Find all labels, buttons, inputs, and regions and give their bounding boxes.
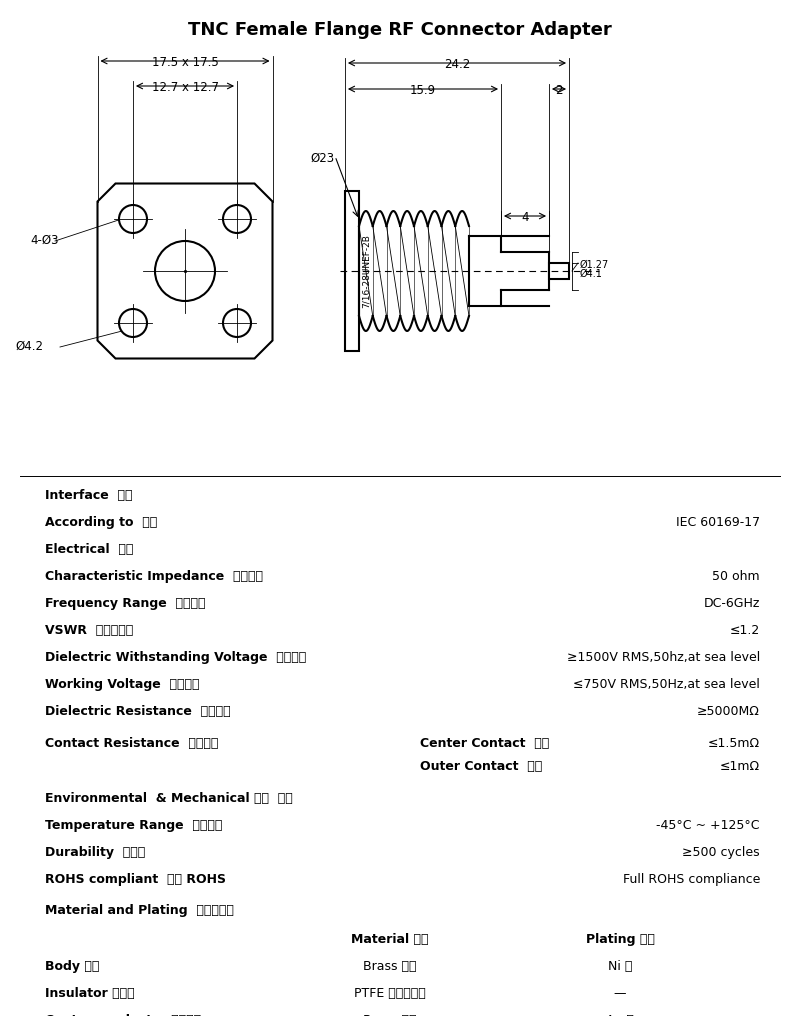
Bar [549,263,569,279]
Text: Outer Contact  外部: Outer Contact 外部 [420,760,542,773]
Text: Brass 黄铜: Brass 黄铜 [363,1014,417,1016]
Text: 4: 4 [522,211,529,224]
Text: Frequency Range  频率范围: Frequency Range 频率范围 [45,597,206,610]
Text: 7/16-28UNEF-2B: 7/16-28UNEF-2B [362,234,371,308]
Text: -45°C ~ +125°C: -45°C ~ +125°C [657,819,760,832]
Text: 50 ohm: 50 ohm [712,570,760,583]
Text: Working Voltage  工作电压: Working Voltage 工作电压 [45,678,199,691]
Text: Ø23: Ø23 [310,151,334,165]
Text: Temperature Range  温度范围: Temperature Range 温度范围 [45,819,222,832]
Circle shape [119,205,147,233]
Text: ≤1mΩ: ≤1mΩ [720,760,760,773]
Text: ≥5000MΩ: ≥5000MΩ [697,705,760,718]
Text: 2: 2 [555,84,562,97]
Text: Interface  界面: Interface 界面 [45,489,133,502]
Text: Center Contact  中心: Center Contact 中心 [420,737,550,750]
Circle shape [155,241,215,301]
Text: PTFE 聚四氟乙烯: PTFE 聚四氟乙烯 [354,987,426,1000]
Polygon shape [98,184,273,359]
Circle shape [119,309,147,337]
Text: Durability  耐久性: Durability 耐久性 [45,846,146,859]
Text: ≥500 cycles: ≥500 cycles [682,846,760,859]
Text: Contact Resistance  接触电阵: Contact Resistance 接触电阵 [45,737,218,750]
Text: Center conductor 中心导体: Center conductor 中心导体 [45,1014,201,1016]
Text: Material and Plating  材料及涂阔: Material and Plating 材料及涂阔 [45,904,234,917]
Bar [345,191,359,351]
Circle shape [223,205,251,233]
Text: Brass 黄铜: Brass 黄铜 [363,960,417,973]
Text: 12.7 x 12.7: 12.7 x 12.7 [151,81,218,94]
Text: 15.9: 15.9 [410,84,436,97]
Text: DC-6GHz: DC-6GHz [704,597,760,610]
Text: ≥1500V RMS,50hz,at sea level: ≥1500V RMS,50hz,at sea level [566,651,760,664]
Text: Au 金: Au 金 [606,1014,634,1016]
Text: Body 壳体: Body 壳体 [45,960,99,973]
Text: Ni 镖: Ni 镖 [608,960,632,973]
Text: Material 材料: Material 材料 [351,933,429,946]
Text: ROHS compliant  符合 ROHS: ROHS compliant 符合 ROHS [45,873,226,886]
Text: TNC Female Flange RF Connector Adapter: TNC Female Flange RF Connector Adapter [188,21,612,39]
Text: Plating 电阔: Plating 电阔 [586,933,654,946]
Text: Dielectric Resistance  介电常数: Dielectric Resistance 介电常数 [45,705,230,718]
Text: Ø1.27: Ø1.27 [580,260,610,269]
Text: 24.2: 24.2 [444,58,470,71]
Text: Electrical  电气: Electrical 电气 [45,543,134,556]
Text: 17.5 x 17.5: 17.5 x 17.5 [152,56,218,69]
Text: Environmental  & Mechanical 机械  环境: Environmental & Mechanical 机械 环境 [45,792,293,805]
Text: 4-Ø3: 4-Ø3 [30,234,58,247]
Text: ≤750V RMS,50Hz,at sea level: ≤750V RMS,50Hz,at sea level [573,678,760,691]
Text: Characteristic Impedance  特性阱抗: Characteristic Impedance 特性阱抗 [45,570,263,583]
Text: Full ROHS compliance: Full ROHS compliance [622,873,760,886]
Text: According to  根据: According to 根据 [45,516,158,529]
Text: Ø4.1: Ø4.1 [580,268,603,278]
Text: —: — [614,987,626,1000]
Text: VSWR  电压驻波比: VSWR 电压驻波比 [45,624,134,637]
Text: Ø4.2: Ø4.2 [15,339,43,353]
Text: Dielectric Withstanding Voltage  介质耐压: Dielectric Withstanding Voltage 介质耐压 [45,651,306,664]
Text: IEC 60169-17: IEC 60169-17 [676,516,760,529]
Circle shape [223,309,251,337]
Text: ≤1.5mΩ: ≤1.5mΩ [708,737,760,750]
Text: Insulator 绸缘体: Insulator 绸缘体 [45,987,134,1000]
Text: ≤1.2: ≤1.2 [730,624,760,637]
